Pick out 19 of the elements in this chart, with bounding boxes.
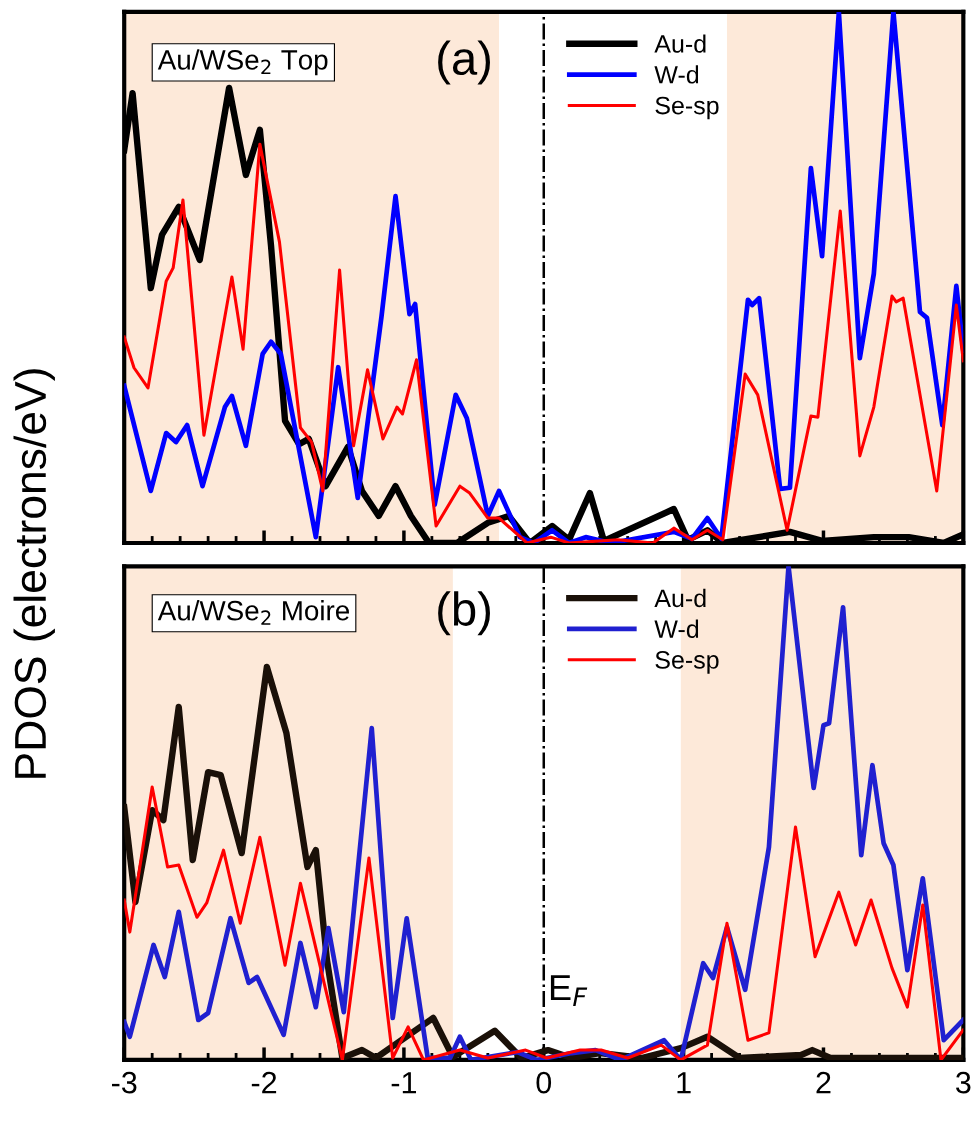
annotation: Au/WSe$_{2}$ Top bbox=[157, 49, 328, 76]
legend-label: Se-sp bbox=[655, 96, 719, 120]
y-axis-title: PDOS (electrons/eV) bbox=[13, 369, 55, 778]
legend-label: W-d bbox=[654, 65, 699, 84]
x-tick-label: 0 bbox=[536, 1071, 552, 1094]
ref-line-label: E$_{F}$ bbox=[550, 975, 588, 1007]
annotation: (b) bbox=[438, 591, 490, 636]
x-tick-label: 3 bbox=[956, 1071, 971, 1094]
x-tick-label: 2 bbox=[816, 1071, 831, 1094]
legend-label: Au-d bbox=[654, 588, 706, 608]
annotation: (a) bbox=[438, 40, 490, 85]
legend-label: Se-sp bbox=[655, 651, 719, 674]
x-tick-label: -1 bbox=[391, 1072, 417, 1094]
x-tick-label: -2 bbox=[251, 1071, 277, 1094]
legend-label: W-d bbox=[654, 619, 699, 638]
annotation: Au/WSe$_{2}$ Moire bbox=[157, 600, 349, 625]
x-tick-label: 1 bbox=[677, 1072, 691, 1094]
legend-label: Au-d bbox=[654, 34, 706, 53]
x-tick-label: -3 bbox=[111, 1071, 137, 1094]
